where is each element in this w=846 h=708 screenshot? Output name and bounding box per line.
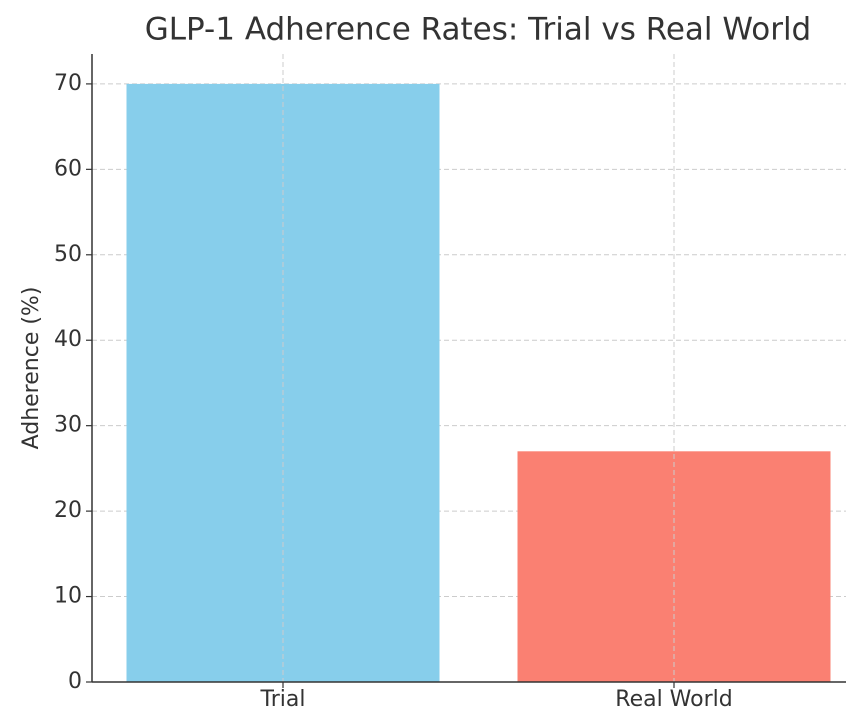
y-tick-label: 60	[54, 156, 82, 181]
y-tick-label: 40	[54, 327, 82, 352]
y-tick-label: 10	[54, 584, 82, 609]
x-tick-label: Real World	[615, 687, 732, 708]
chart-title: GLP-1 Adherence Rates: Trial vs Real Wor…	[145, 12, 812, 48]
y-tick-label: 50	[54, 242, 82, 267]
y-tick-label: 70	[54, 71, 82, 96]
y-axis-label: Adherence (%)	[19, 287, 44, 450]
y-tick-label: 0	[68, 669, 82, 694]
x-tick-label: Trial	[260, 687, 306, 708]
y-tick-label: 20	[54, 498, 82, 523]
y-tick-label: 30	[54, 413, 82, 438]
